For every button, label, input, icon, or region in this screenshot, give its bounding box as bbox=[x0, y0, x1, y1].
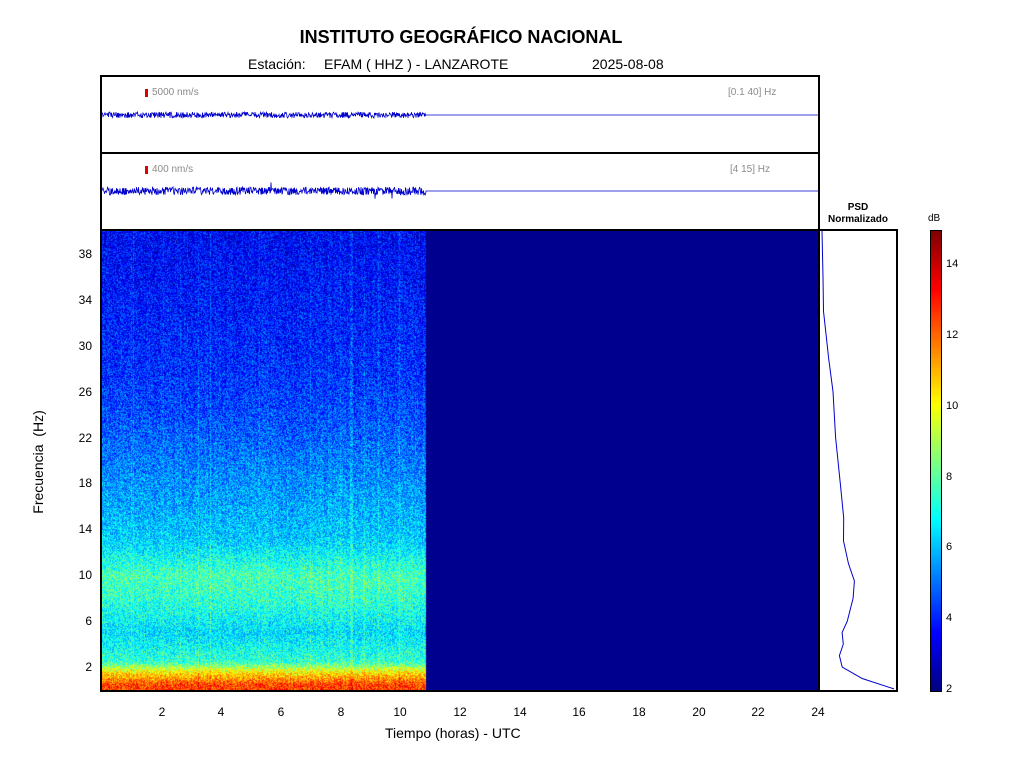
colorbar bbox=[930, 230, 942, 692]
psd-title-line2: Normalizado bbox=[827, 214, 888, 225]
band-label-filtered: [4 15] Hz bbox=[730, 164, 771, 175]
scale-bar-broadband bbox=[145, 89, 148, 97]
scale-bar-filtered bbox=[145, 166, 148, 174]
psd-panel bbox=[818, 229, 898, 692]
page-title: INSTITUTO GEOGRÁFICO NACIONAL bbox=[299, 27, 623, 47]
colorbar-tick-label: 8 bbox=[946, 471, 953, 483]
spectrogram bbox=[102, 231, 818, 690]
y-tick-label: 26 bbox=[78, 385, 92, 399]
waveform-panel-filtered bbox=[100, 152, 820, 231]
colorbar-tick-label: 12 bbox=[946, 329, 959, 341]
colorbar-unit: dB bbox=[928, 213, 941, 224]
x-tick-label: 2 bbox=[158, 705, 166, 719]
y-tick-label: 38 bbox=[78, 247, 92, 261]
x-tick-label: 4 bbox=[217, 705, 225, 719]
x-tick-label: 14 bbox=[513, 705, 527, 719]
y-tick-label: 6 bbox=[85, 614, 92, 628]
x-tick-label: 6 bbox=[277, 705, 285, 719]
psd-plot bbox=[821, 231, 895, 690]
y-axis-label: Frecuencia (Hz) bbox=[30, 410, 46, 514]
scale-label-broadband: 5000 nm/s bbox=[152, 87, 199, 98]
date-label: 2025-08-08 bbox=[592, 56, 664, 72]
colorbar-tick-label: 6 bbox=[946, 541, 953, 553]
psd-title: PSD Normalizado bbox=[818, 202, 898, 226]
y-tick-label: 2 bbox=[85, 660, 92, 674]
spectrogram-panel bbox=[100, 229, 820, 692]
x-tick-label: 18 bbox=[632, 705, 646, 719]
y-tick-label: 14 bbox=[78, 522, 92, 536]
x-tick-label: 20 bbox=[692, 705, 706, 719]
waveform-panel-broadband bbox=[100, 75, 820, 154]
waveform-broadband bbox=[102, 110, 818, 120]
y-tick-label: 18 bbox=[78, 476, 92, 490]
colorbar-tick-label: 2 bbox=[946, 683, 953, 695]
x-tick-label: 24 bbox=[811, 705, 825, 719]
waveform-filtered bbox=[102, 182, 818, 199]
y-tick-label: 30 bbox=[78, 339, 92, 353]
x-axis-label: Tiempo (horas) - UTC bbox=[385, 725, 521, 741]
x-tick-label: 10 bbox=[393, 705, 407, 719]
y-tick-label: 34 bbox=[78, 293, 92, 307]
colorbar-tick-label: 14 bbox=[946, 258, 959, 270]
x-tick-label: 16 bbox=[572, 705, 586, 719]
station-name: EFAM ( HHZ ) - LANZAROTE bbox=[324, 56, 509, 72]
band-label-broadband: [0.1 40] Hz bbox=[728, 87, 777, 98]
x-tick-label: 22 bbox=[751, 705, 765, 719]
y-tick-label: 10 bbox=[78, 568, 92, 582]
station-label: Estación: bbox=[248, 56, 306, 72]
y-tick-label: 22 bbox=[78, 431, 92, 445]
psd-title-line1: PSD bbox=[847, 202, 869, 213]
colorbar-tick-label: 4 bbox=[946, 612, 953, 624]
x-tick-label: 8 bbox=[337, 705, 345, 719]
scale-label-filtered: 400 nm/s bbox=[152, 164, 194, 175]
x-tick-label: 12 bbox=[453, 705, 467, 719]
colorbar-tick-label: 10 bbox=[946, 400, 959, 412]
